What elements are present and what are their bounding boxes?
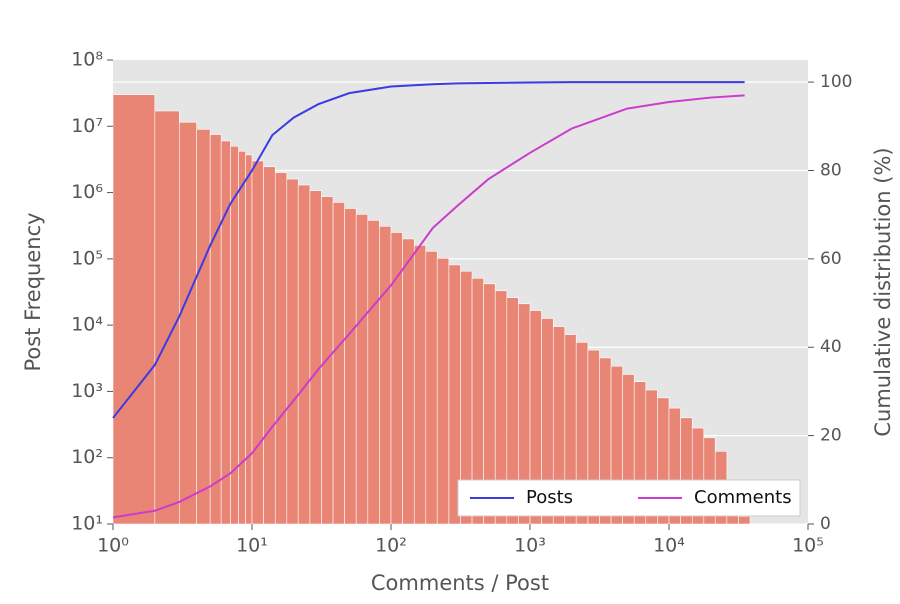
- bar: [251, 160, 264, 525]
- x-tick-label: 10¹: [236, 535, 268, 557]
- bar: [402, 238, 415, 525]
- bar: [179, 121, 197, 525]
- bar: [379, 225, 392, 525]
- series-line: [112, 81, 745, 419]
- bar: [436, 257, 450, 525]
- legend-label: Posts: [526, 487, 573, 508]
- x-tick-label: 10²: [375, 535, 407, 557]
- bar: [344, 208, 357, 525]
- bar: [263, 166, 276, 525]
- series-line: [112, 94, 745, 519]
- legend: Posts Comments: [457, 479, 801, 517]
- bar: [209, 134, 222, 525]
- bar: [413, 245, 427, 525]
- legend-label: Comments: [694, 487, 792, 508]
- bar: [238, 150, 246, 525]
- bar: [367, 220, 380, 525]
- y-tick-label: 10³: [71, 380, 103, 402]
- legend-box: [457, 479, 801, 517]
- x-tick-label: 10⁵: [792, 535, 824, 557]
- bar: [355, 214, 369, 525]
- y2-tick-label: 60: [820, 249, 842, 269]
- y-axis-label: Post Frequency: [21, 212, 45, 371]
- x-tick-label: 10⁰: [97, 535, 129, 557]
- bar: [196, 129, 211, 525]
- y2-tick-label: 20: [820, 426, 842, 446]
- bar: [332, 202, 345, 525]
- x-tick-label: 10³: [514, 535, 546, 557]
- y-tick-label: 10⁵: [71, 247, 103, 269]
- y-tick-label: 10⁷: [71, 115, 103, 137]
- y-tick-label: 10⁸: [71, 49, 103, 71]
- bar: [297, 184, 311, 525]
- y-tick-label: 10¹: [71, 513, 103, 535]
- bar: [154, 110, 180, 525]
- y2-tick-label: 0: [820, 514, 831, 534]
- bar: [286, 178, 299, 525]
- y-tick-label: 10⁶: [71, 181, 103, 203]
- bar: [738, 516, 751, 525]
- y-tick-label: 10⁴: [71, 314, 103, 336]
- y2-tick-label: 80: [820, 160, 842, 180]
- bar: [245, 154, 253, 525]
- x-axis-label: Comments / Post: [371, 571, 549, 595]
- bar: [274, 172, 288, 525]
- y2-axis-label: Cumulative distribution (%): [871, 147, 895, 436]
- y2-tick-label: 100: [820, 72, 852, 92]
- bar: [220, 140, 231, 525]
- bar: [425, 251, 438, 525]
- x-tick-label: 10⁴: [653, 535, 685, 557]
- bar: [112, 94, 156, 525]
- y2-tick-label: 40: [820, 337, 842, 357]
- bar: [309, 190, 322, 525]
- y-tick-label: 10²: [71, 446, 103, 468]
